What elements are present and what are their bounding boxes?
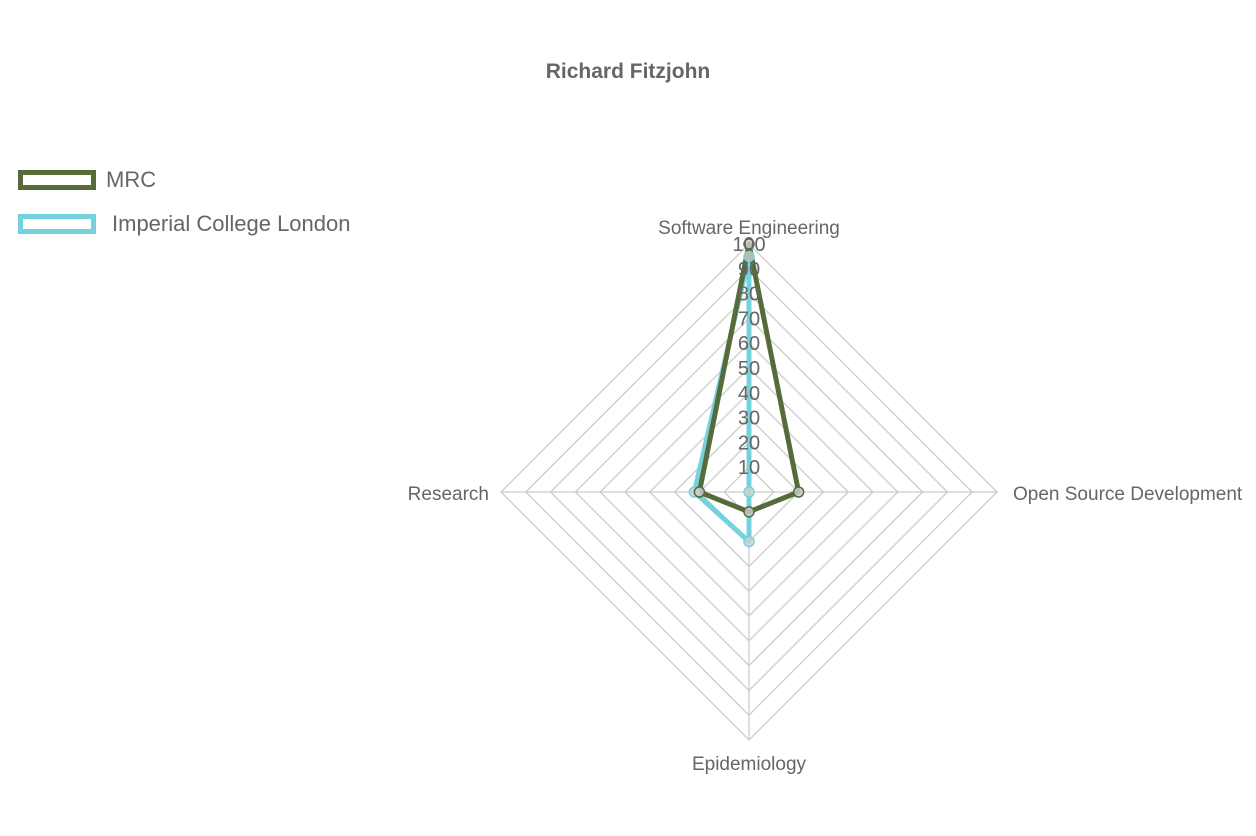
tick-label-90: 90 — [738, 259, 760, 281]
tick-label-60: 60 — [738, 333, 760, 355]
data-point-0-3 — [693, 486, 706, 498]
tick-label-50: 50 — [738, 358, 760, 380]
data-point-1-2 — [743, 535, 755, 548]
tick-label-10: 10 — [738, 457, 760, 479]
tick-label-70: 70 — [738, 308, 760, 330]
data-point-0-2 — [743, 506, 755, 518]
tick-label-30: 30 — [738, 408, 760, 430]
legend-swatch-mrc — [18, 170, 96, 190]
axis-label-2: Epidemiology — [692, 754, 807, 775]
legend-item-imperial[interactable]: Imperial College London — [18, 209, 351, 239]
axis-label-0: Software Engineering — [658, 218, 840, 239]
tick-label-100: 100 — [732, 234, 765, 256]
tick-label-20: 20 — [738, 432, 760, 454]
legend-swatch-imperial — [18, 214, 96, 234]
tick-label-80: 80 — [738, 284, 760, 306]
legend-label-mrc: MRC — [106, 167, 157, 192]
legend-label-imperial: Imperial College London — [112, 211, 351, 236]
data-point-0-0 — [743, 238, 755, 250]
chart-title: Richard Fitzjohn — [545, 60, 711, 83]
data-point-1-0 — [743, 250, 755, 263]
legend-item-mrc[interactable]: MRC — [18, 165, 351, 195]
data-point-1-1 — [743, 486, 755, 498]
legend: MRC Imperial College London — [18, 165, 351, 253]
data-point-0-1 — [792, 486, 805, 498]
axis-label-1: Open Source Development — [1013, 484, 1243, 505]
tick-label-40: 40 — [738, 383, 760, 405]
axis-label-3: Research — [408, 484, 489, 505]
